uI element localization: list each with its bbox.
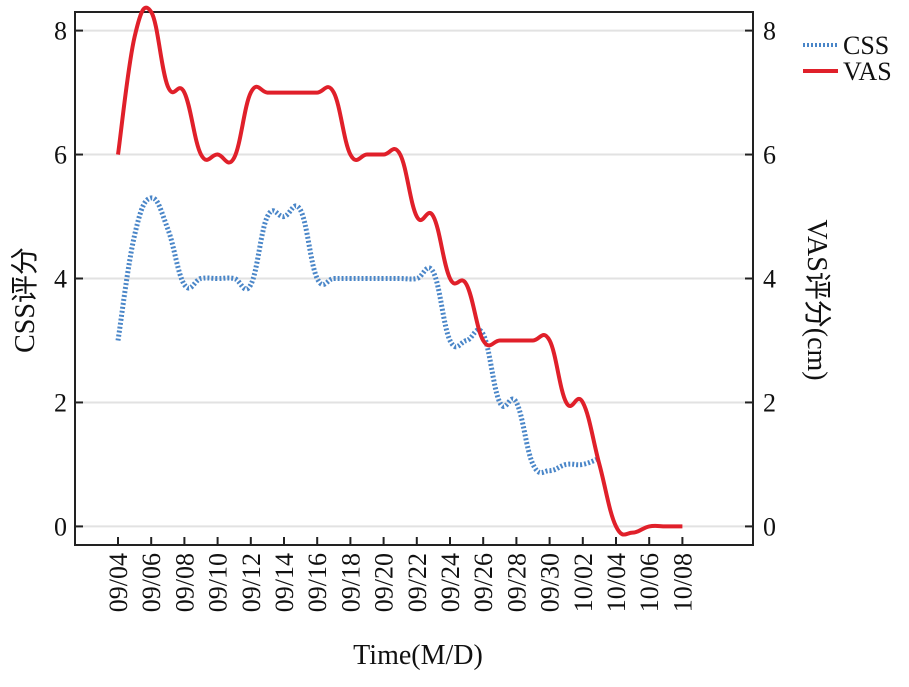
legend-css-label: CSS (843, 31, 889, 60)
x-tick-label-09-18: 09/18 (336, 553, 365, 612)
series-line-css (115, 195, 601, 476)
x-tick-label-09-24: 09/24 (436, 553, 465, 612)
x-tick-label-09-28: 09/28 (502, 553, 531, 612)
x-tick-label-09-14: 09/14 (270, 553, 299, 612)
y-tick-label-left-6: 6 (54, 141, 67, 170)
x-tick-label-10-06: 10/06 (635, 553, 664, 612)
x-tick-label-10-04: 10/04 (602, 553, 631, 612)
x-tick-label-10-02: 10/02 (569, 553, 598, 612)
y-axis-title-right: VAS评分(cm) (801, 219, 832, 380)
y-tick-label-right-8: 8 (763, 17, 776, 46)
y-tick-label-right-0: 0 (763, 512, 776, 541)
x-tick-label-09-26: 09/26 (469, 553, 498, 612)
x-tick-label-10-08: 10/08 (668, 553, 697, 612)
x-axis-title: Time(M/D) (353, 640, 483, 671)
x-tick-label-09-10: 09/10 (204, 553, 233, 612)
x-tick-label-09-30: 09/30 (536, 553, 565, 612)
y-axis-title-left: CSS评分 (10, 247, 41, 353)
legend-vas-label: VAS (843, 57, 892, 86)
x-tick-label-09-16: 09/16 (303, 553, 332, 612)
x-tick-label-09-06: 09/06 (137, 553, 166, 612)
legend: CSS VAS (803, 31, 892, 86)
y-tick-label-right-2: 2 (763, 388, 776, 417)
y-tick-label-left-0: 0 (54, 512, 67, 541)
x-tick-label-09-22: 09/22 (403, 553, 432, 612)
x-tick-label-09-12: 09/12 (237, 553, 266, 612)
y-tick-label-right-4: 4 (763, 265, 776, 294)
x-tick-label-09-08: 09/08 (170, 553, 199, 612)
series-lines (115, 5, 683, 537)
y-tick-label-left-4: 4 (54, 265, 67, 294)
series-line-vas (116, 5, 683, 537)
y-tick-label-left-8: 8 (54, 17, 67, 46)
y-tick-label-left-2: 2 (54, 388, 67, 417)
x-tick-label-09-20: 09/20 (370, 553, 399, 612)
y-tick-label-right-6: 6 (763, 141, 776, 170)
x-tick-label-09-04: 09/04 (104, 553, 133, 612)
axis-ticks: 0 0 2 2 4 4 6 6 8 8 09/04 09/06 09/08 09/10 09/12 09/14… (54, 17, 776, 613)
